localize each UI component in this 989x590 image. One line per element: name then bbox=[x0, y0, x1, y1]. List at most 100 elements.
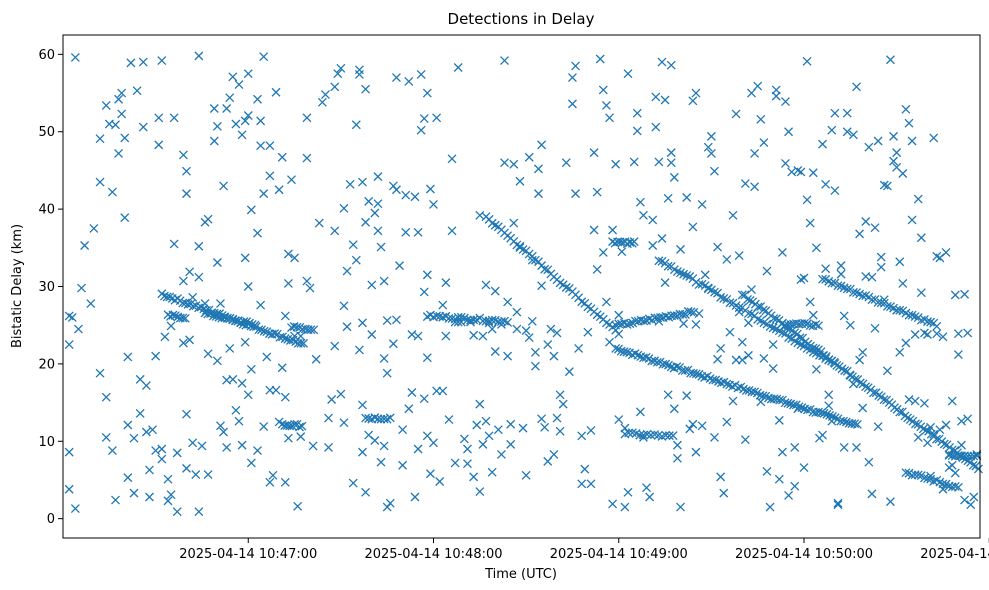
scatter-marker bbox=[555, 390, 565, 400]
scatter-marker bbox=[367, 330, 377, 339]
track-marker bbox=[290, 419, 300, 429]
scatter-marker bbox=[605, 337, 614, 347]
scatter-marker bbox=[95, 134, 105, 144]
scatter-marker bbox=[487, 324, 497, 334]
scatter-marker bbox=[391, 315, 401, 325]
scatter-marker bbox=[623, 487, 633, 497]
scatter-marker bbox=[879, 295, 889, 305]
scatter-marker bbox=[296, 331, 306, 341]
scatter-marker bbox=[679, 319, 689, 329]
scatter-marker bbox=[592, 265, 602, 274]
scatter-marker bbox=[246, 205, 256, 215]
track-marker bbox=[162, 292, 172, 302]
scatter-marker bbox=[540, 422, 550, 432]
track-marker bbox=[299, 338, 308, 348]
data-markers bbox=[64, 51, 983, 517]
x-axis-ticks: 2025-04-14 10:47:00 2025-04-14 10:48:00 20… bbox=[179, 538, 989, 562]
scatter-marker bbox=[957, 416, 966, 426]
track-marker bbox=[727, 382, 737, 392]
scatter-marker bbox=[382, 368, 392, 378]
scatter-marker bbox=[605, 113, 614, 123]
track-marker bbox=[743, 309, 753, 318]
scatter-marker bbox=[824, 401, 834, 411]
scatter-marker bbox=[666, 60, 676, 70]
scatter-marker bbox=[808, 168, 818, 178]
scatter-marker bbox=[336, 63, 346, 73]
scatter-marker bbox=[580, 464, 590, 474]
scatter-marker bbox=[919, 398, 929, 408]
track-marker bbox=[753, 314, 763, 324]
scatter-marker bbox=[799, 273, 809, 283]
track-marker bbox=[661, 359, 671, 369]
track-marker bbox=[614, 329, 624, 339]
scatter-marker bbox=[719, 488, 729, 498]
y-tick-label: 30 bbox=[38, 280, 55, 295]
scatter-marker bbox=[858, 347, 868, 357]
scatter-marker bbox=[932, 329, 942, 339]
track-marker bbox=[852, 420, 862, 429]
track-marker bbox=[165, 292, 175, 302]
scatter-marker bbox=[120, 213, 130, 223]
scatter-marker bbox=[691, 319, 701, 329]
scatter-marker bbox=[654, 316, 664, 326]
track-marker bbox=[285, 421, 295, 431]
track-marker bbox=[682, 270, 692, 280]
track-marker bbox=[188, 301, 198, 311]
scatter-marker bbox=[280, 311, 290, 321]
scatter-marker bbox=[237, 378, 247, 388]
scatter-marker bbox=[432, 113, 442, 123]
scatter-marker bbox=[750, 182, 760, 192]
track-marker bbox=[278, 332, 287, 342]
scatter-marker bbox=[953, 350, 963, 360]
scatter-marker bbox=[410, 192, 420, 202]
track-marker bbox=[622, 319, 632, 329]
scatter-marker bbox=[592, 187, 602, 197]
scatter-marker bbox=[876, 252, 886, 262]
scatter-marker bbox=[413, 331, 423, 341]
scatter-marker bbox=[231, 405, 241, 415]
scatter-marker bbox=[879, 180, 889, 190]
scatter-marker bbox=[805, 297, 815, 307]
scatter-marker bbox=[892, 148, 902, 158]
track-marker bbox=[257, 325, 266, 335]
scatter-marker bbox=[663, 390, 673, 400]
scatter-marker bbox=[558, 399, 568, 409]
scatter-marker bbox=[351, 120, 361, 130]
track-marker bbox=[654, 256, 664, 266]
scatter-marker bbox=[243, 111, 253, 120]
scatter-marker bbox=[595, 54, 605, 64]
track-marker bbox=[921, 425, 931, 435]
x-tick-label: 2025-04-14 10:48:00 bbox=[364, 547, 502, 562]
scatter-marker bbox=[185, 267, 195, 277]
scatter-marker bbox=[265, 477, 275, 487]
scatter-marker bbox=[941, 247, 951, 257]
scatter-marker bbox=[401, 190, 411, 200]
scatter-marker bbox=[367, 280, 377, 290]
track-marker bbox=[275, 332, 285, 342]
scatter-marker bbox=[672, 440, 682, 450]
scatter-marker bbox=[358, 318, 367, 328]
track-marker bbox=[833, 281, 843, 291]
track-marker bbox=[968, 460, 978, 470]
scatter-marker bbox=[503, 351, 513, 361]
track-marker bbox=[650, 356, 660, 366]
scatter-marker bbox=[549, 351, 559, 361]
scatter-marker bbox=[935, 425, 945, 435]
scatter-marker bbox=[759, 354, 769, 363]
scatter-marker bbox=[404, 404, 414, 414]
scatter-marker bbox=[682, 391, 692, 401]
scatter-marker bbox=[561, 158, 571, 168]
track-marker bbox=[647, 356, 657, 366]
track-marker bbox=[661, 430, 671, 440]
scatter-marker bbox=[308, 441, 318, 451]
scatter-marker bbox=[512, 307, 522, 317]
scatter-marker bbox=[135, 408, 145, 418]
scatter-marker bbox=[240, 253, 250, 263]
track-marker bbox=[242, 317, 252, 327]
scatter-marker bbox=[191, 470, 201, 480]
scatter-marker bbox=[793, 404, 803, 414]
track-marker bbox=[808, 347, 818, 357]
scatter-marker bbox=[845, 371, 855, 380]
scatter-marker bbox=[157, 56, 167, 65]
scatter-marker bbox=[864, 457, 874, 467]
